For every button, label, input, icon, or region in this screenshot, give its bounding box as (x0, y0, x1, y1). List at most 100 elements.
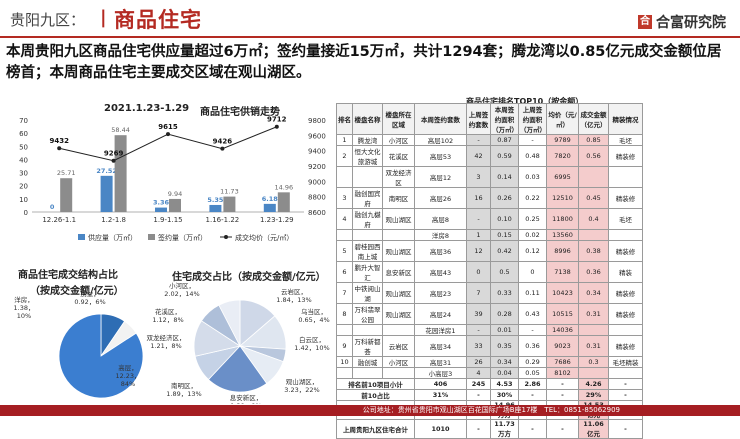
summary-cell: 31% (414, 389, 467, 401)
price-point (111, 158, 116, 163)
table-header-cell: 均价（元/㎡） (546, 103, 579, 135)
table-cell: 4 (336, 208, 353, 230)
table-header-cell: 楼盘所在区域 (382, 103, 415, 135)
summary-cell: - (546, 419, 579, 439)
district-pie-chart: 小河区， 2.02，14% 云岩区， 1.84，13% 乌当区， 0.65，4% 白云区， 1… (147, 281, 330, 404)
table-cell: 13560 (546, 229, 579, 241)
table-cell: 融创九樾府 (352, 208, 383, 230)
table-cell (382, 324, 415, 336)
supply-data-label: 6.18 (262, 195, 279, 203)
header-divider (0, 36, 740, 38)
table-cell: 0.31 (578, 335, 609, 357)
price-line (59, 126, 277, 162)
table-cell: 观山湖区 (382, 282, 415, 304)
summary-cell: - (546, 389, 579, 401)
table-cell: 精装修 (608, 303, 643, 325)
page-title: 商品住宅 (114, 8, 202, 32)
summary-cell: - (466, 389, 491, 401)
table-cell (608, 324, 643, 336)
table-cell: 0.03 (518, 166, 547, 188)
table-cell: 精装 (608, 261, 643, 283)
table-cell: 0.15 (490, 229, 519, 241)
table-cell: 0.29 (518, 356, 547, 368)
table-cell: 精装修 (608, 145, 643, 167)
table-cell (608, 229, 643, 241)
table-cell (352, 367, 383, 379)
summary-cell: - (518, 389, 547, 401)
table-cell: 12 (466, 240, 491, 262)
x-tick-label: 1.23-1.29 (260, 216, 294, 224)
table-cell: 精装修 (608, 187, 643, 209)
pie-slice (58, 313, 144, 399)
supply-bar (209, 204, 222, 212)
table-cell: 9023 (546, 335, 579, 357)
table-cell: 8996 (546, 240, 579, 262)
footer-bar: 公司地址：贵州省贵阳市观山湖区百花国际广场B座17楼 TEL：0851-8506… (0, 405, 740, 416)
supply-bar (155, 207, 167, 212)
header-bar: 贵阳九区： | 商品住宅 合 合富研究院 (0, 0, 740, 38)
table-cell: 2 (336, 145, 353, 167)
table-cell: 7820 (546, 145, 579, 167)
table-cell: 12510 (546, 187, 579, 209)
table-cell: 0.48 (518, 145, 547, 167)
logo-text: 合富研究院 (656, 15, 726, 31)
table-cell: 中铁阅山湖 (352, 282, 383, 304)
legend-price-label: 成交均价（元/㎡） (235, 233, 293, 242)
summary-cell: 11.06亿元 (578, 419, 609, 439)
table-cell: 7 (466, 282, 491, 304)
table-cell: 花溪区 (382, 145, 415, 167)
table-cell: 0.12 (518, 240, 547, 262)
summary-cell: 406 (414, 378, 467, 390)
sales-data-label: 14.96 (274, 183, 293, 191)
table-cell: 7686 (546, 356, 579, 368)
table-cell: 毛坯精装 (608, 356, 643, 368)
table-cell: 0.14 (490, 166, 519, 188)
district-pie-title: 住宅成交占比（按成交金额/亿元） (172, 272, 326, 283)
summary-cell: 30% (490, 389, 519, 401)
legend-price-marker (224, 235, 228, 239)
table-cell: 8 (336, 303, 353, 325)
pie-data-label: 息安新区，1.39，9% (230, 393, 263, 404)
table-cell: 7 (336, 282, 353, 304)
table-row: 4 融创九樾府 观山湖区 高层8-0.10 0.25 11800 0.4 毛坯 (336, 208, 643, 230)
table-row: 3 融创国宾府 南明区 高层26 16 0.26 0.22 12510 0.45 精装修 (336, 187, 643, 209)
table-cell: - (518, 134, 547, 146)
table-cell: 0.4 (578, 208, 609, 230)
table-cell (336, 367, 353, 379)
structure-pie-title-1: 商品住宅成交结构占比 (18, 270, 118, 281)
y-tick-label: 20 (19, 183, 28, 191)
table-cell: 10 (336, 356, 353, 368)
price-point (274, 124, 279, 129)
table-cell: 碧桂园西南上城 (352, 240, 383, 262)
table-cell: 0.31 (578, 303, 609, 325)
sales-bar (169, 198, 181, 212)
table-cell: 39 (466, 303, 491, 325)
table-row: 洋房8 1 0.15 0.02 13560 (336, 229, 643, 241)
summary-cell: 245 (466, 378, 491, 390)
table-cell: 鹏升大智汇 (352, 261, 383, 283)
pie-data-label: 双龙经济区， 1.21，8% (147, 333, 186, 350)
table-row: 8 万科翡翠公园 观山湖区 高层24 39 0.28 0.43 10515 0.31 精装修 (336, 303, 643, 325)
table-cell: 42 (466, 145, 491, 167)
table-cell: 26 (466, 356, 491, 368)
table-cell: 0.25 (518, 208, 547, 230)
table-cell: 0.43 (518, 303, 547, 325)
table-header-cell: 上周签约套数 (466, 103, 491, 135)
table-cell: 0 (518, 261, 547, 283)
table-cell (578, 367, 609, 379)
table-cell: 9 (336, 335, 353, 357)
region-label: 贵阳九区： (10, 11, 86, 29)
title-separator: | (100, 7, 107, 28)
y2-tick-label: 9400 (308, 148, 326, 156)
price-data-label: 9432 (49, 137, 69, 145)
y-tick-label: 10 (19, 196, 28, 204)
summary-label: 前10占比 (336, 389, 415, 401)
table-cell: 1 (336, 134, 353, 146)
brand-logo: 合 合富研究院 (638, 12, 726, 32)
table-cell (382, 367, 415, 379)
table-cell: - (466, 134, 491, 146)
table-cell: 10515 (546, 303, 579, 325)
table-header-cell: 本周签约面积（万㎡） (490, 103, 519, 135)
supply-data-label: 5.35 (207, 196, 224, 204)
y2-tick-label: 9800 (308, 117, 326, 125)
